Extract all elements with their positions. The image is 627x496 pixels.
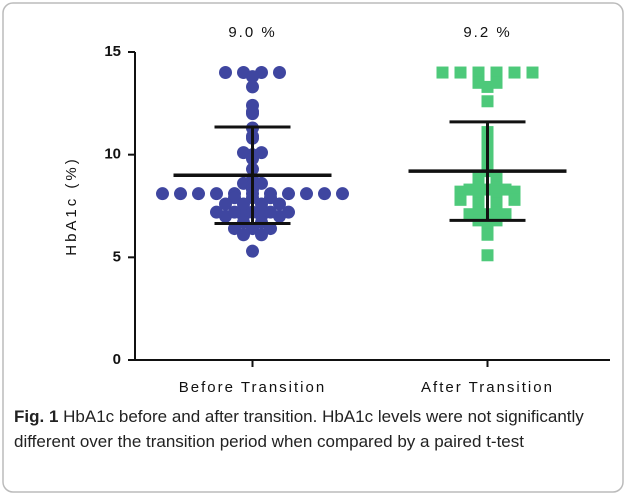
- y-tick-label: 15: [104, 43, 121, 60]
- data-point: [454, 193, 467, 206]
- mean-label: 9.0 %: [228, 24, 276, 41]
- data-point: [264, 205, 277, 219]
- data-point: [174, 187, 187, 201]
- data-point: [481, 95, 494, 108]
- data-point: [300, 187, 313, 201]
- data-point: [219, 66, 232, 80]
- data-point: [336, 187, 349, 201]
- data-point: [192, 187, 205, 201]
- data-point: [246, 70, 259, 84]
- data-point: [481, 80, 494, 93]
- data-point: [255, 228, 268, 242]
- y-tick-label: 5: [113, 248, 121, 265]
- data-point: [246, 105, 259, 119]
- data-point: [282, 187, 295, 201]
- data-point: [273, 197, 286, 211]
- data-point: [219, 197, 232, 211]
- data-point: [156, 187, 169, 201]
- data-point: [282, 205, 295, 219]
- data-point: [481, 228, 494, 241]
- data-point: [210, 187, 223, 201]
- data-point: [472, 66, 485, 79]
- y-axis-label: HbA1c (%): [63, 156, 80, 256]
- caption-text: HbA1c before and after transition. HbA1c…: [14, 407, 584, 451]
- data-point: [228, 205, 241, 219]
- data-point: [436, 66, 449, 79]
- data-point: [454, 66, 467, 79]
- data-point: [508, 193, 521, 206]
- data-point: [526, 66, 539, 79]
- x-tick-label: After Transition: [421, 379, 554, 396]
- data-point: [210, 205, 223, 219]
- data-point: [237, 228, 250, 242]
- caption-label: Fig. 1: [14, 407, 59, 426]
- y-tick-label: 0: [113, 351, 121, 368]
- x-tick-label: Before Transition: [179, 379, 326, 396]
- data-point: [246, 80, 259, 94]
- y-tick-label: 10: [104, 146, 121, 163]
- data-point: [481, 249, 494, 262]
- data-point: [318, 187, 331, 201]
- data-point: [273, 66, 286, 80]
- mean-label: 9.2 %: [463, 24, 511, 41]
- caption: Fig. 1 HbA1c before and after transition…: [14, 404, 614, 454]
- data-point: [490, 66, 503, 79]
- data-point: [508, 66, 521, 79]
- data-point: [246, 244, 259, 258]
